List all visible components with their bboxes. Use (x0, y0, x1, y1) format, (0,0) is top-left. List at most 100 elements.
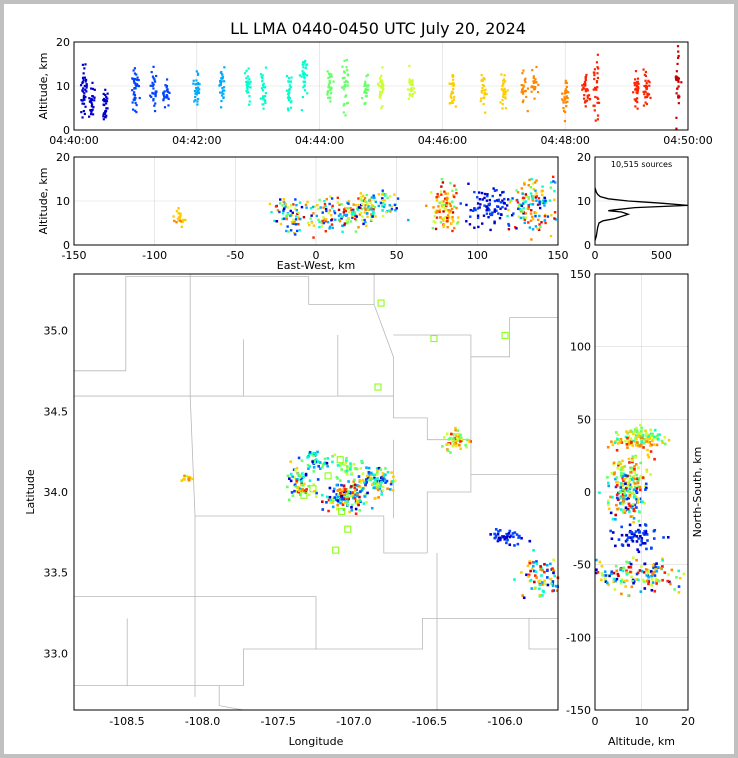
map-point (371, 477, 374, 481)
th-point (91, 95, 95, 98)
map-point (357, 503, 360, 507)
ew-point (435, 211, 438, 214)
th-point (676, 62, 679, 65)
ew-point (285, 229, 288, 233)
ew-point (361, 194, 365, 197)
map-point (448, 437, 452, 440)
ew-point (284, 202, 288, 206)
th-point (168, 91, 171, 95)
map-point (499, 536, 502, 540)
ns-point (677, 591, 681, 594)
th-point (448, 82, 451, 85)
ns-point (620, 471, 623, 475)
map-point (365, 481, 369, 484)
th-point (451, 74, 454, 78)
ew-point (330, 206, 334, 209)
th-point (162, 93, 165, 96)
th-point (298, 74, 301, 77)
map-point (339, 491, 342, 495)
map-point (316, 478, 320, 481)
ew-point (374, 215, 377, 218)
th-point (104, 102, 108, 105)
ew-point (289, 209, 292, 213)
ns-point (628, 487, 632, 491)
ew-point (453, 184, 456, 187)
map-point (345, 457, 348, 460)
ew-point (435, 216, 439, 219)
map-point (449, 451, 452, 454)
ew-point (515, 189, 518, 192)
map-point (543, 562, 546, 566)
th-point (93, 99, 96, 102)
map-point (305, 488, 308, 491)
ns-point (619, 468, 623, 472)
map-point (335, 493, 339, 496)
map-point (350, 508, 354, 512)
ew-point (541, 185, 544, 188)
th-point (137, 78, 140, 82)
th-point (636, 100, 639, 104)
th-point (105, 100, 109, 103)
th-point (365, 88, 369, 91)
ew-point (381, 192, 384, 195)
th-point (642, 90, 645, 93)
th-point (596, 72, 599, 75)
ns-point (629, 437, 632, 440)
ns-point (628, 483, 632, 487)
map-point (393, 479, 397, 483)
map-point (459, 433, 463, 437)
ew-point (286, 206, 289, 209)
th-point (246, 81, 249, 85)
ns-point (621, 484, 625, 487)
ns-point (642, 570, 646, 574)
th-point (152, 87, 155, 90)
map-point (325, 461, 329, 465)
th-point (564, 96, 567, 100)
ns-point (610, 570, 614, 574)
ns-point (637, 550, 641, 554)
ns-point (631, 476, 635, 480)
ew-point (549, 186, 553, 189)
ns-point (654, 568, 657, 571)
ns-point (640, 537, 644, 540)
map-xtick-label: -107.5 (260, 715, 295, 728)
ns-point (639, 565, 643, 568)
th-point (366, 73, 369, 76)
th-point (595, 61, 599, 64)
th-point (154, 80, 157, 83)
th-point (165, 86, 168, 89)
ew-point (381, 189, 384, 192)
map-point (329, 498, 332, 502)
ew-point (318, 198, 321, 202)
th-point (408, 82, 411, 85)
map-point (550, 582, 553, 585)
ns-point (649, 473, 652, 476)
ew-point (294, 223, 298, 226)
map-point (287, 498, 291, 502)
ew-point (178, 212, 182, 215)
ns-point (623, 492, 626, 495)
map-point (311, 460, 314, 463)
ns-point (645, 547, 648, 551)
map-point (379, 484, 382, 488)
th-point (367, 84, 370, 87)
ns-point (645, 573, 649, 577)
th-point (82, 72, 85, 75)
th-point (675, 116, 678, 119)
th-point (346, 84, 349, 87)
th-point (219, 79, 222, 83)
th-point (408, 80, 411, 83)
th-point (596, 96, 599, 99)
ns-point (625, 560, 628, 564)
ew-point (364, 220, 367, 224)
ew-point (540, 193, 544, 197)
map-point (345, 465, 349, 468)
th-point (344, 114, 347, 117)
th-point (84, 80, 87, 83)
th-point (533, 87, 537, 90)
map-point (343, 463, 346, 467)
th-point (327, 84, 331, 87)
th-point (596, 114, 600, 117)
th-point (583, 80, 587, 83)
ew-point (516, 190, 520, 194)
